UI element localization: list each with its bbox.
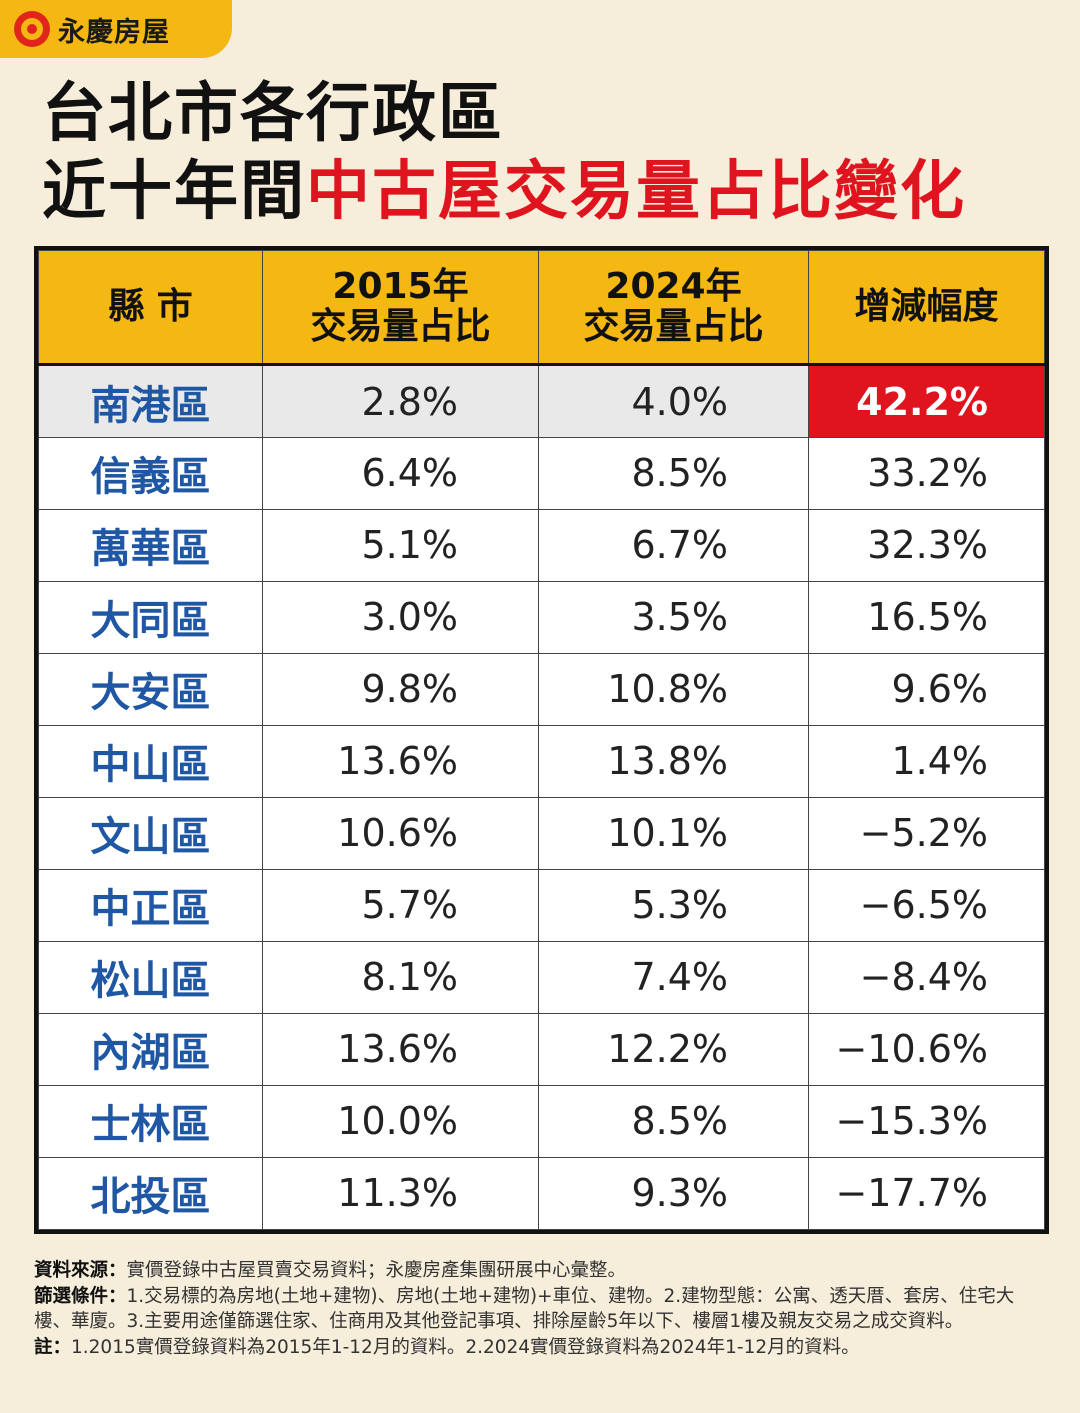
note-remark-label: 註： (34, 1336, 72, 1358)
header-2015: 2015年 交易量占比 (262, 250, 539, 366)
change-cell: −8.4% (808, 940, 1045, 1014)
note-source-text: 實價登錄中古屋買賣交易資料；永慶房產集團研展中心彙整。 (126, 1260, 627, 1281)
district-cell: 大安區 (38, 652, 263, 726)
note-filter: 篩選條件：1.交易標的為房地(土地+建物)、房地(土地+建物)+車位、建物。2.… (34, 1284, 1046, 1335)
data-table-frame: 縣 市 2015年 交易量占比 2024年 交易量占比 增減幅度 南港區 2.8% 4.… (34, 246, 1049, 1234)
brand-name: 永慶房屋 (58, 16, 170, 48)
note-remark-text: 1.2015實價登錄資料為2015年1-12月的資料。2.2024實價登錄資料為… (71, 1336, 860, 1358)
change-cell: −10.6% (808, 1012, 1045, 1086)
table-row: 北投區 11.3% 9.3% −17.7% (38, 1156, 1045, 1231)
table-row: 士林區 10.0% 8.5% −15.3% (38, 1084, 1045, 1158)
district-cell: 信義區 (38, 437, 263, 510)
page-title-line2: 近十年間中古屋交易量占比變化 (42, 160, 966, 224)
header-district: 縣 市 (38, 250, 263, 366)
share-2024-cell: 13.8% (538, 724, 809, 798)
share-2024-cell: 8.5% (538, 437, 809, 510)
data-table: 縣 市 2015年 交易量占比 2024年 交易量占比 增減幅度 南港區 2.8% 4.… (38, 250, 1045, 1231)
note-source-label: 資料來源： (34, 1260, 127, 1281)
brand-logo-icon (14, 11, 50, 47)
district-cell: 南港區 (38, 364, 263, 438)
note-source: 資料來源：實價登錄中古屋買賣交易資料；永慶房產集團研展中心彙整。 (34, 1258, 1046, 1284)
share-2024-cell: 6.7% (538, 508, 809, 582)
change-cell: 1.4% (808, 724, 1045, 798)
district-cell: 士林區 (38, 1084, 263, 1158)
table-row: 信義區 6.4% 8.5% 33.2% (38, 437, 1045, 510)
share-2015-cell: 13.6% (262, 1012, 539, 1086)
change-cell: −17.7% (808, 1156, 1045, 1231)
brand-badge: 永慶房屋 (0, 0, 232, 58)
table-row: 萬華區 5.1% 6.7% 32.3% (38, 508, 1045, 582)
header-2015-label: 交易量占比 (310, 306, 491, 347)
share-2024-cell: 8.5% (538, 1084, 809, 1158)
table-row: 文山區 10.6% 10.1% −5.2% (38, 796, 1045, 870)
district-cell: 文山區 (38, 796, 263, 870)
share-2024-cell: 12.2% (538, 1012, 809, 1086)
share-2024-cell: 4.0% (538, 364, 809, 438)
share-2015-cell: 10.0% (262, 1084, 539, 1158)
share-2024-cell: 10.8% (538, 652, 809, 726)
change-cell: 42.2% (808, 364, 1045, 438)
share-2015-cell: 2.8% (262, 364, 539, 438)
header-2024: 2024年 交易量占比 (538, 250, 809, 366)
share-2015-cell: 5.1% (262, 508, 539, 582)
share-2015-cell: 3.0% (262, 580, 539, 654)
table-row: 南港區 2.8% 4.0% 42.2% (38, 364, 1045, 438)
share-2015-cell: 6.4% (262, 437, 539, 510)
change-cell: −5.2% (808, 796, 1045, 870)
change-cell: −6.5% (808, 868, 1045, 942)
header-change: 增減幅度 (808, 250, 1045, 366)
share-2024-cell: 7.4% (538, 940, 809, 1014)
change-cell: 9.6% (808, 652, 1045, 726)
share-2024-cell: 10.1% (538, 796, 809, 870)
district-cell: 松山區 (38, 940, 263, 1014)
title-red-part: 中古屋交易量占比變化 (306, 155, 966, 229)
table-row: 中正區 5.7% 5.3% −6.5% (38, 868, 1045, 942)
share-2024-cell: 9.3% (538, 1156, 809, 1231)
title-black-part: 近十年間 (42, 155, 306, 229)
change-cell: 16.5% (808, 580, 1045, 654)
note-remark: 註：1.2015實價登錄資料為2015年1-12月的資料。2.2024實價登錄資… (34, 1335, 1046, 1361)
share-2024-cell: 5.3% (538, 868, 809, 942)
note-filter-label: 篩選條件： (34, 1285, 127, 1307)
footnotes: 資料來源：實價登錄中古屋買賣交易資料；永慶房產集團研展中心彙整。 篩選條件：1.… (34, 1258, 1046, 1360)
district-cell: 萬華區 (38, 508, 263, 582)
district-cell: 中正區 (38, 868, 263, 942)
district-cell: 大同區 (38, 580, 263, 654)
table-row: 中山區 13.6% 13.8% 1.4% (38, 724, 1045, 798)
change-cell: −15.3% (808, 1084, 1045, 1158)
change-cell: 32.3% (808, 508, 1045, 582)
note-filter-text: 1.交易標的為房地(土地+建物)、房地(土地+建物)+車位、建物。2.建物型態：… (34, 1285, 1015, 1333)
share-2015-cell: 11.3% (262, 1156, 539, 1231)
share-2015-cell: 9.8% (262, 652, 539, 726)
header-2024-year: 2024年 (605, 266, 742, 308)
district-cell: 北投區 (38, 1156, 263, 1231)
table-row: 內湖區 13.6% 12.2% −10.6% (38, 1012, 1045, 1086)
change-cell: 33.2% (808, 437, 1045, 510)
share-2015-cell: 5.7% (262, 868, 539, 942)
district-cell: 內湖區 (38, 1012, 263, 1086)
share-2015-cell: 13.6% (262, 724, 539, 798)
table-row: 松山區 8.1% 7.4% −8.4% (38, 940, 1045, 1014)
share-2015-cell: 8.1% (262, 940, 539, 1014)
page-title-line1: 台北市各行政區 (42, 77, 504, 151)
header-2015-year: 2015年 (332, 266, 469, 308)
header-2024-label: 交易量占比 (583, 306, 764, 347)
table-row: 大安區 9.8% 10.8% 9.6% (38, 652, 1045, 726)
share-2015-cell: 10.6% (262, 796, 539, 870)
share-2024-cell: 3.5% (538, 580, 809, 654)
table-header-row: 縣 市 2015年 交易量占比 2024年 交易量占比 增減幅度 (38, 250, 1045, 366)
district-cell: 中山區 (38, 724, 263, 798)
table-row: 大同區 3.0% 3.5% 16.5% (38, 580, 1045, 654)
